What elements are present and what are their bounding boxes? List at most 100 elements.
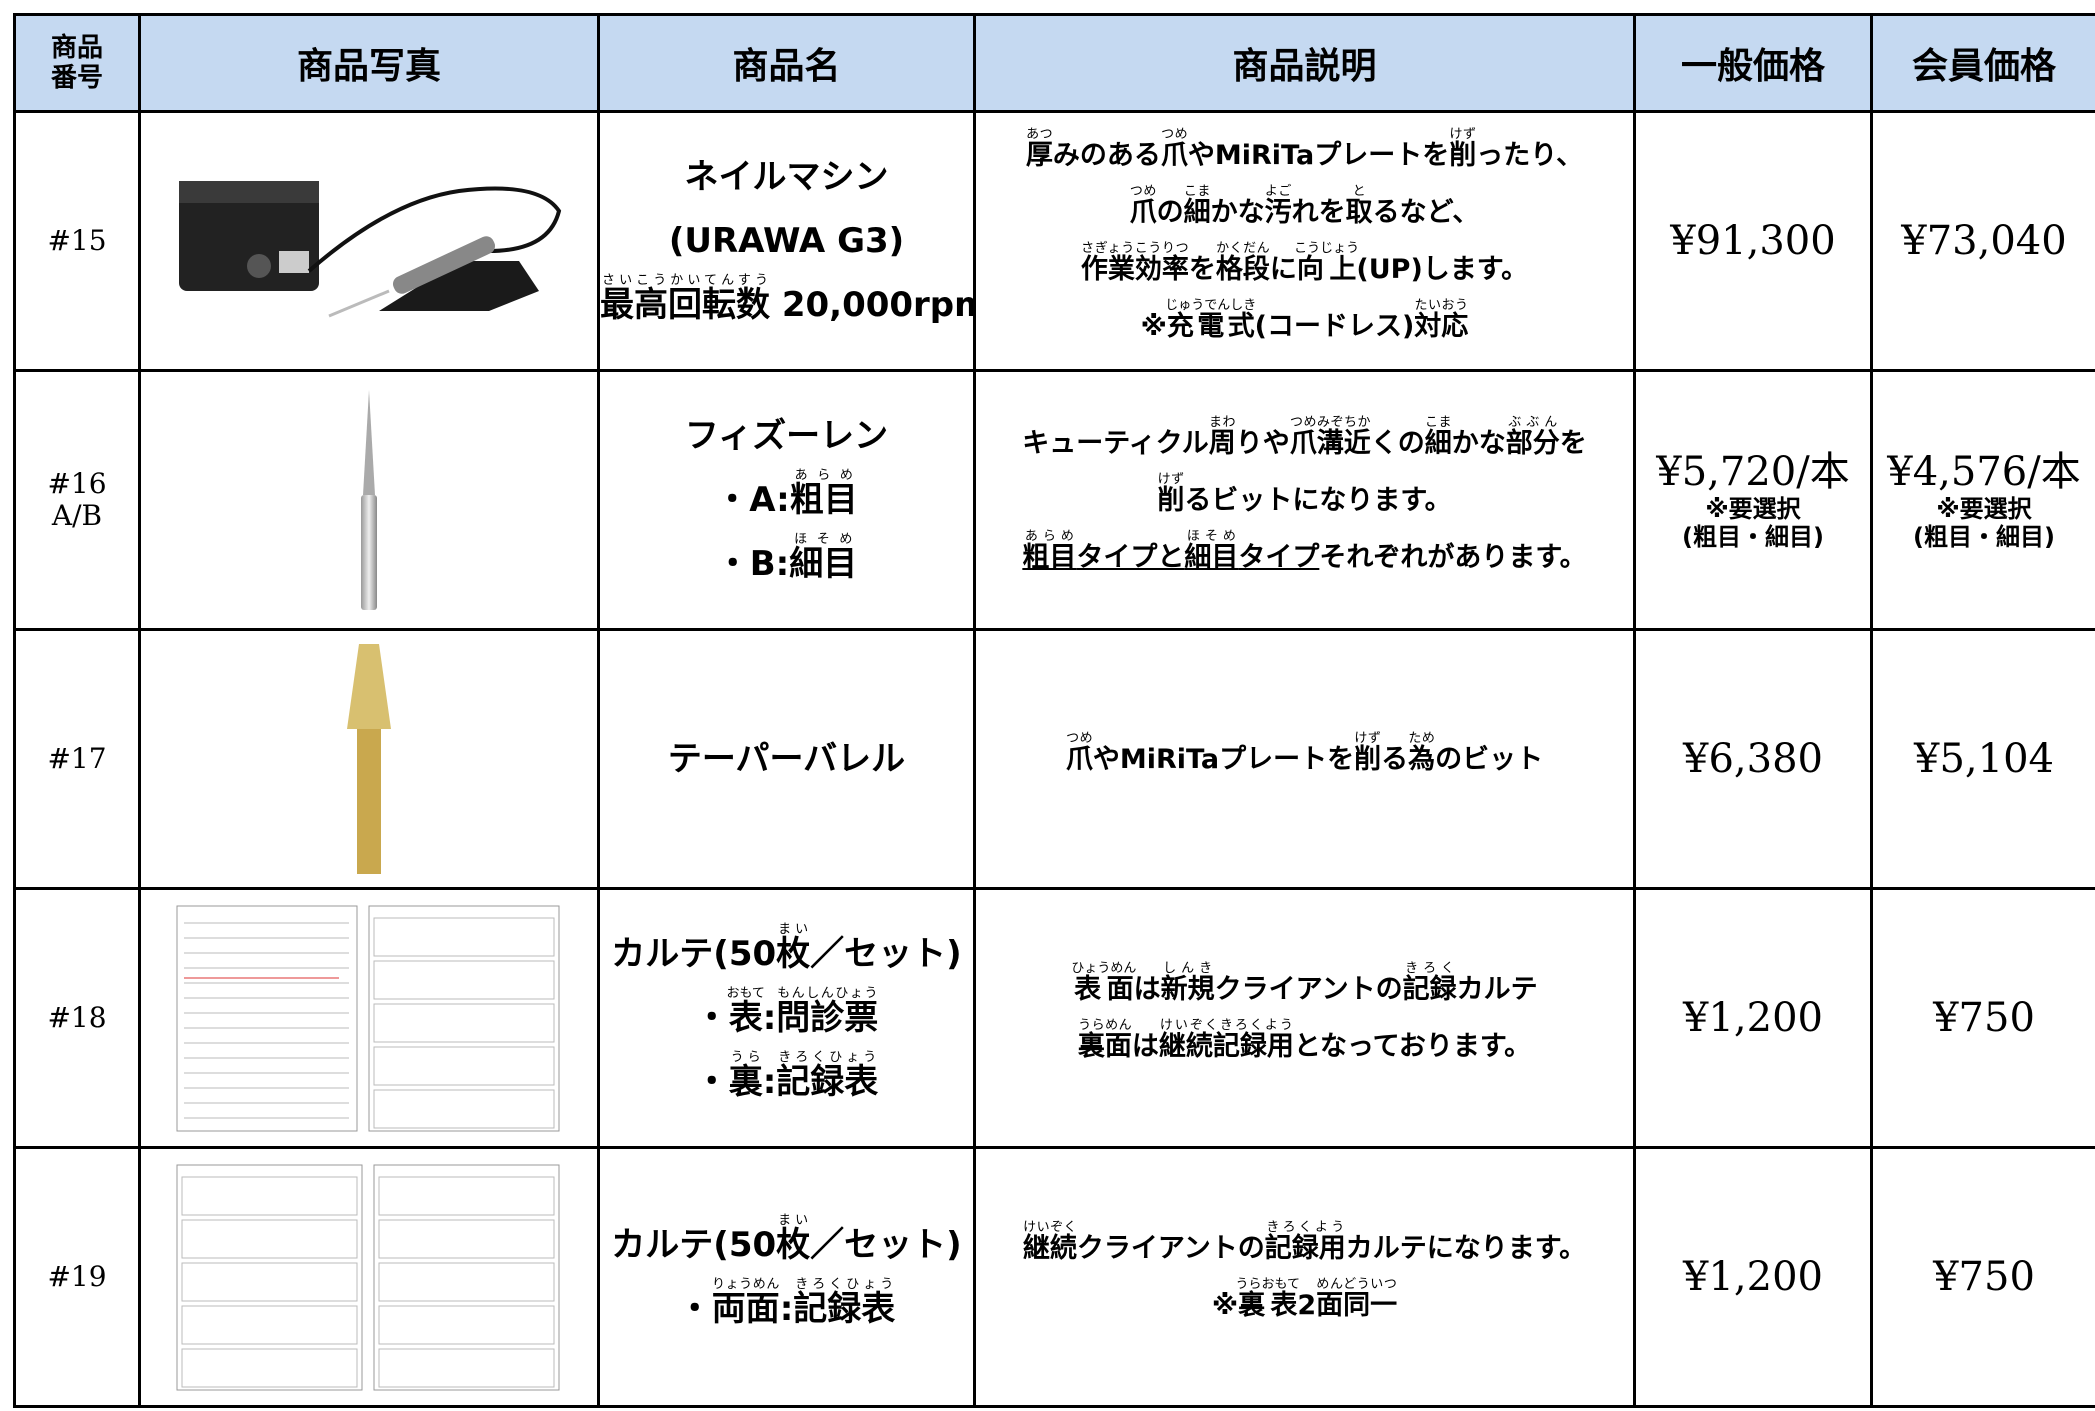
description-cell: 表面ひょうめんは新規しんきクライアントの記録きろくカルテ 裏面うらめんは継続記録用… [973, 887, 1636, 1149]
ruby-reading: こうじょう [1294, 241, 1360, 256]
ruby-text: 継続けいぞく [1023, 1221, 1077, 1264]
ruby-text: 厚あつ [1025, 128, 1053, 171]
ruby-base: 厚 [1025, 140, 1053, 171]
description-cell: 継続けいぞくクライアントの記録用きろくようカルテになります。 ※裏表うらおもて2面… [973, 1146, 1636, 1408]
text-line: #15 [47, 224, 107, 257]
ruby-base: 表 [726, 998, 765, 1038]
product-row: #19 カルテ(50枚まい／セット) ・両面りょうめん:記録表きろくひょう 継続けいぞ… [13, 1146, 2095, 1408]
text-line: ・B:細目ほそめ [602, 532, 972, 596]
product-photo [179, 181, 562, 318]
text-segment: れを [1291, 197, 1346, 228]
ruby-base: 為 [1408, 743, 1436, 775]
text-line: キューティクル周まわりや爪溝近つめみぞちかくの細こまかな部分ぶぶんを [978, 415, 1632, 472]
ruby-text: 削けず [1157, 473, 1185, 516]
ruby-text: 周まわ [1209, 416, 1236, 459]
header-cell: 会員価格 [1870, 13, 2095, 113]
ruby-reading: けず [1449, 127, 1477, 142]
ruby-base: 削 [1354, 743, 1382, 775]
ruby-text: 爪溝近つめみぞちか [1290, 416, 1371, 459]
ruby-base: 削 [1157, 484, 1185, 516]
ruby-base: 粗目 [789, 480, 858, 520]
ruby-text: 粗目あらめ [789, 469, 858, 520]
ruby-reading: あらめ [789, 468, 858, 483]
text-line: #18 [47, 1001, 107, 1034]
text-line: 厚あつみのある爪つめやMiRiTaプレートを削けずったり、 [978, 127, 1632, 184]
text-segment: カルテになります。 [1345, 1233, 1587, 1264]
ruby-base: 裏表 [1235, 1290, 1300, 1321]
ruby-text: 為ため [1408, 732, 1436, 775]
product-table: 商品 番号 商品写真 商品名 商品説明 一般価格 会員価格 #15 ネイルマシン (URAWA … [13, 13, 2095, 1408]
price-cell: ¥5,720/本 ※要選択 (粗目・細目) [1633, 369, 1873, 631]
text-line: #19 [47, 1260, 107, 1293]
ruby-reading: きろくひょう [776, 1050, 879, 1065]
ruby-text: 対応たいおう [1414, 299, 1468, 342]
ruby-reading: しんき [1160, 961, 1215, 976]
product-photo [361, 390, 377, 610]
ruby-text: 爪つめ [1160, 128, 1188, 171]
text-segment: 2 [1297, 1290, 1317, 1321]
ruby-text: 充電式じゅうでんしき [1165, 299, 1256, 342]
ruby-text: 記録用きろくよう [1264, 1221, 1346, 1264]
product-photo [176, 1164, 560, 1391]
ruby-base: 細 [1424, 427, 1452, 459]
text-line: #17 [47, 742, 107, 775]
text-line: ¥5,720/本 [1656, 449, 1850, 495]
ruby-base: 継続記録用 [1158, 1031, 1294, 1062]
ruby-reading: きろくよう [1264, 1220, 1346, 1235]
product-row: #16 A/B フィズーレン ・A:粗目あらめ ・B:細目ほそめ キューティクル周まわりや… [13, 369, 2095, 631]
text-segment: ネイルマシン [684, 157, 889, 197]
text-segment: やMiRiTaプレートを [1092, 743, 1355, 775]
text-segment: それぞれがあります。 [1319, 541, 1587, 573]
text-line: ¥4,576/本 [1887, 449, 2081, 495]
ruby-reading: めんどういつ [1316, 1277, 1398, 1292]
ruby-reading: もんしんひょう [776, 986, 879, 1001]
ruby-text: 問診票もんしんひょう [776, 987, 879, 1038]
header-text: 商品名 [732, 46, 841, 87]
name-cell: フィズーレン ・A:粗目あらめ ・B:細目ほそめ [597, 369, 976, 631]
text-segment: ／セット) [810, 1225, 962, 1265]
text-segment: クライアントの [1076, 1233, 1265, 1264]
text-segment: やMiRiTaプレートを [1187, 140, 1450, 171]
ruby-text: 裏面うらめん [1078, 1019, 1132, 1062]
text-line: ¥6,380 [1683, 736, 1823, 782]
ruby-reading: ほそめ [1184, 528, 1239, 544]
text-line: #16 [47, 467, 107, 500]
product-row: #15 ネイルマシン (URAWA G3) 最高回転数さいこうかいてんすう 20,00… [13, 110, 2095, 372]
text-segment: のビット [1435, 743, 1544, 775]
ruby-base: 部分 [1505, 427, 1560, 459]
text-segment: を [1188, 254, 1216, 285]
ruby-base: 最高回転数 [600, 285, 771, 325]
member-price-cell: ¥750 [1870, 887, 2095, 1149]
ruby-base: 記録表 [793, 1289, 896, 1329]
ruby-text: 作業効率さぎょうこうりつ [1081, 242, 1189, 285]
ruby-reading: ため [1408, 730, 1436, 746]
ruby-text: 細目ほそめ [1184, 530, 1238, 573]
ruby-base: 記録用 [1264, 1233, 1346, 1264]
text-line: ¥1,200 [1683, 1254, 1823, 1300]
text-line: ネイルマシン [602, 145, 972, 209]
header-text: 商品説明 [1232, 46, 1377, 87]
ruby-reading: つめ [1160, 127, 1188, 142]
ruby-text: 向上こうじょう [1294, 242, 1359, 285]
ruby-text: 細目ほそめ [789, 533, 857, 584]
header-text: 商品写真 [296, 46, 441, 87]
price-cell: ¥91,300 [1633, 110, 1873, 372]
number-cell: #19 [13, 1146, 141, 1408]
ruby-text: 削けず [1449, 128, 1476, 171]
header-text: 番号 [50, 63, 103, 93]
number-cell: #16 A/B [13, 369, 141, 631]
product-row: #18 カルテ(50枚まい／セット) ・表おもて:問診票もんしんひょう ・裏うら:記録… [13, 887, 2095, 1149]
text-segment: くの [1370, 427, 1425, 459]
text-segment: かな [1451, 427, 1506, 459]
text-line: ※充電式じゅうでんしき(コードレス)対応たいおう [978, 298, 1632, 355]
text-segment: カルテ(50 [611, 934, 777, 974]
ruby-reading: まい [776, 1213, 811, 1228]
ruby-base: 爪 [1160, 140, 1188, 171]
number-cell: #17 [13, 628, 141, 890]
ruby-base: 問診票 [776, 998, 879, 1038]
ruby-text: 両面りょうめん [712, 1278, 780, 1329]
product-row: #17 テーパーバレル 爪つめやMiRiTaプレートを削けずる為ためのビット ¥6,3… [13, 628, 2095, 890]
text-segment: : [762, 1062, 777, 1102]
ruby-reading: うらめん [1077, 1018, 1132, 1033]
price-cell: ¥6,380 [1633, 628, 1873, 890]
